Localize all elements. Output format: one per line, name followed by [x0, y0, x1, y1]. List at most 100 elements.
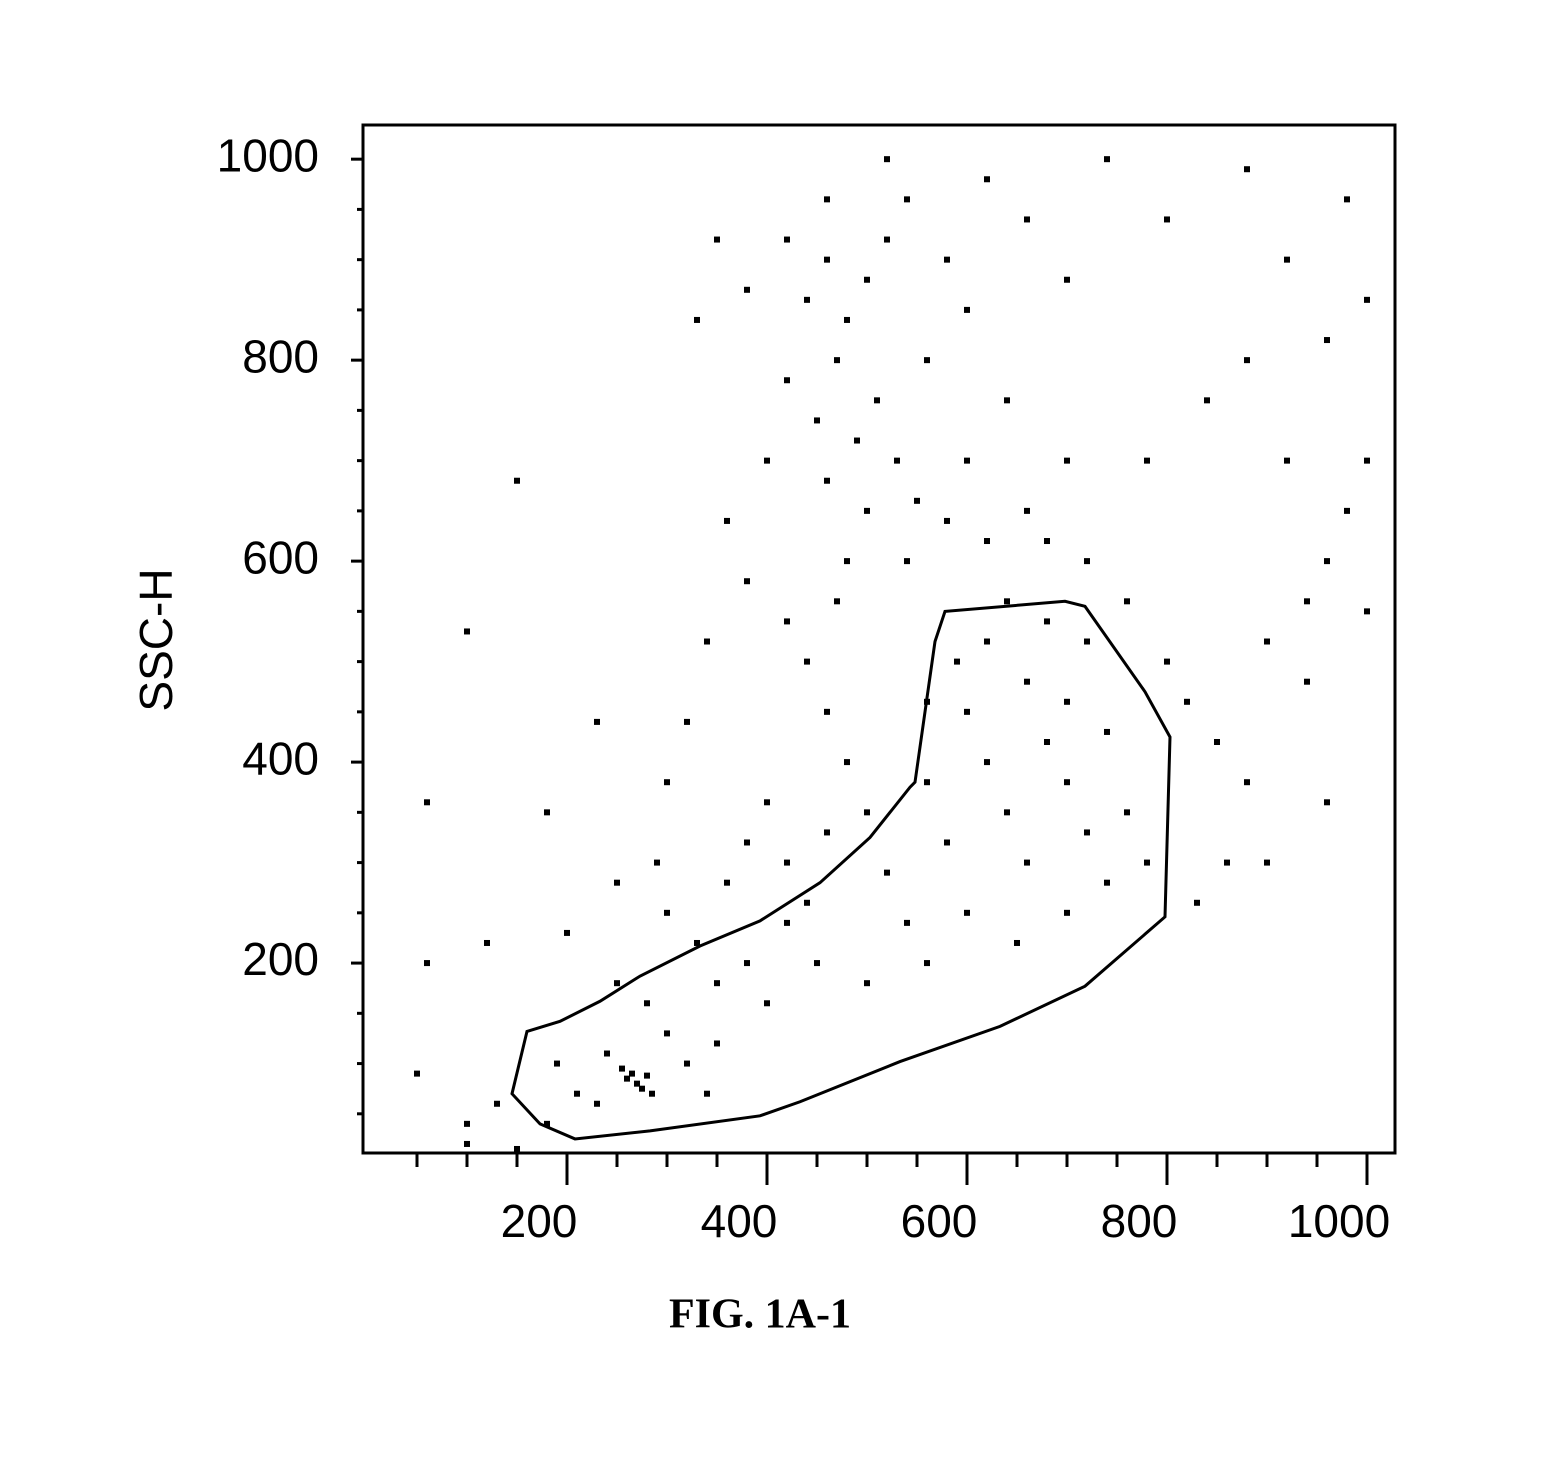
point — [1044, 618, 1050, 624]
point — [684, 719, 690, 725]
point — [1344, 196, 1350, 202]
point — [464, 1121, 470, 1127]
point — [1084, 558, 1090, 564]
point — [484, 940, 490, 946]
point — [1124, 809, 1130, 815]
point — [1304, 598, 1310, 604]
point — [884, 237, 890, 243]
point — [984, 759, 990, 765]
point — [884, 156, 890, 162]
point — [1244, 357, 1250, 363]
point — [704, 639, 710, 645]
point — [514, 1146, 520, 1152]
y-tick-label: 400 — [242, 732, 319, 784]
page: SSC-H FIG. 1A-1 200400600800100020040060… — [0, 0, 1544, 1476]
point — [884, 870, 890, 876]
point — [594, 1101, 600, 1107]
point — [784, 920, 790, 926]
point — [924, 357, 930, 363]
point — [1204, 397, 1210, 403]
point — [1144, 860, 1150, 866]
point — [744, 960, 750, 966]
point — [984, 176, 990, 182]
point — [784, 618, 790, 624]
point — [824, 257, 830, 263]
point — [1044, 739, 1050, 745]
point — [544, 809, 550, 815]
point — [804, 900, 810, 906]
point — [1124, 598, 1130, 604]
point — [1024, 508, 1030, 514]
point — [1024, 860, 1030, 866]
point — [864, 277, 870, 283]
point — [914, 498, 920, 504]
y-tick-label: 200 — [242, 933, 319, 985]
point — [1194, 900, 1200, 906]
point — [1064, 699, 1070, 705]
y-tick-label: 1000 — [217, 129, 319, 181]
point — [1064, 458, 1070, 464]
point — [1324, 799, 1330, 805]
point — [1064, 910, 1070, 916]
point — [944, 518, 950, 524]
point — [1244, 779, 1250, 785]
point — [784, 237, 790, 243]
point — [784, 377, 790, 383]
point — [1024, 216, 1030, 222]
point — [894, 458, 900, 464]
point — [414, 1071, 420, 1077]
y-tick-label: 600 — [242, 531, 319, 583]
y-tick-label: 800 — [242, 330, 319, 382]
point — [1104, 880, 1110, 886]
x-tick-label: 600 — [901, 1195, 978, 1247]
point — [964, 458, 970, 464]
point — [964, 709, 970, 715]
caption: FIG. 1A-1 — [669, 1292, 851, 1338]
point — [644, 1000, 650, 1006]
point — [1144, 458, 1150, 464]
point — [1304, 679, 1310, 685]
point — [424, 960, 430, 966]
point — [904, 558, 910, 564]
point — [814, 417, 820, 423]
gate — [512, 601, 1170, 1139]
point — [1004, 809, 1010, 815]
chart: SSC-H FIG. 1A-1 200400600800100020040060… — [0, 0, 1544, 1476]
x-tick-label: 200 — [501, 1195, 578, 1247]
point — [844, 759, 850, 765]
point — [954, 659, 960, 665]
point — [684, 1061, 690, 1067]
point — [1004, 598, 1010, 604]
point — [764, 1000, 770, 1006]
point — [944, 839, 950, 845]
point — [1284, 458, 1290, 464]
point — [854, 438, 860, 444]
point — [714, 1040, 720, 1046]
point — [724, 880, 730, 886]
point — [724, 518, 730, 524]
point — [904, 196, 910, 202]
point — [824, 196, 830, 202]
point — [804, 297, 810, 303]
point — [644, 1073, 650, 1079]
y-axis-label: SSC-H — [130, 568, 182, 711]
point — [1004, 397, 1010, 403]
point — [594, 719, 600, 725]
point — [514, 478, 520, 484]
point — [804, 659, 810, 665]
point — [904, 920, 910, 926]
point — [834, 357, 840, 363]
point — [1084, 639, 1090, 645]
point — [1224, 860, 1230, 866]
point — [1244, 166, 1250, 172]
point — [1064, 779, 1070, 785]
point — [604, 1051, 610, 1057]
point — [1344, 508, 1350, 514]
point — [1104, 729, 1110, 735]
point — [1214, 739, 1220, 745]
point — [944, 257, 950, 263]
point — [984, 538, 990, 544]
point — [744, 839, 750, 845]
point — [764, 799, 770, 805]
point — [664, 910, 670, 916]
